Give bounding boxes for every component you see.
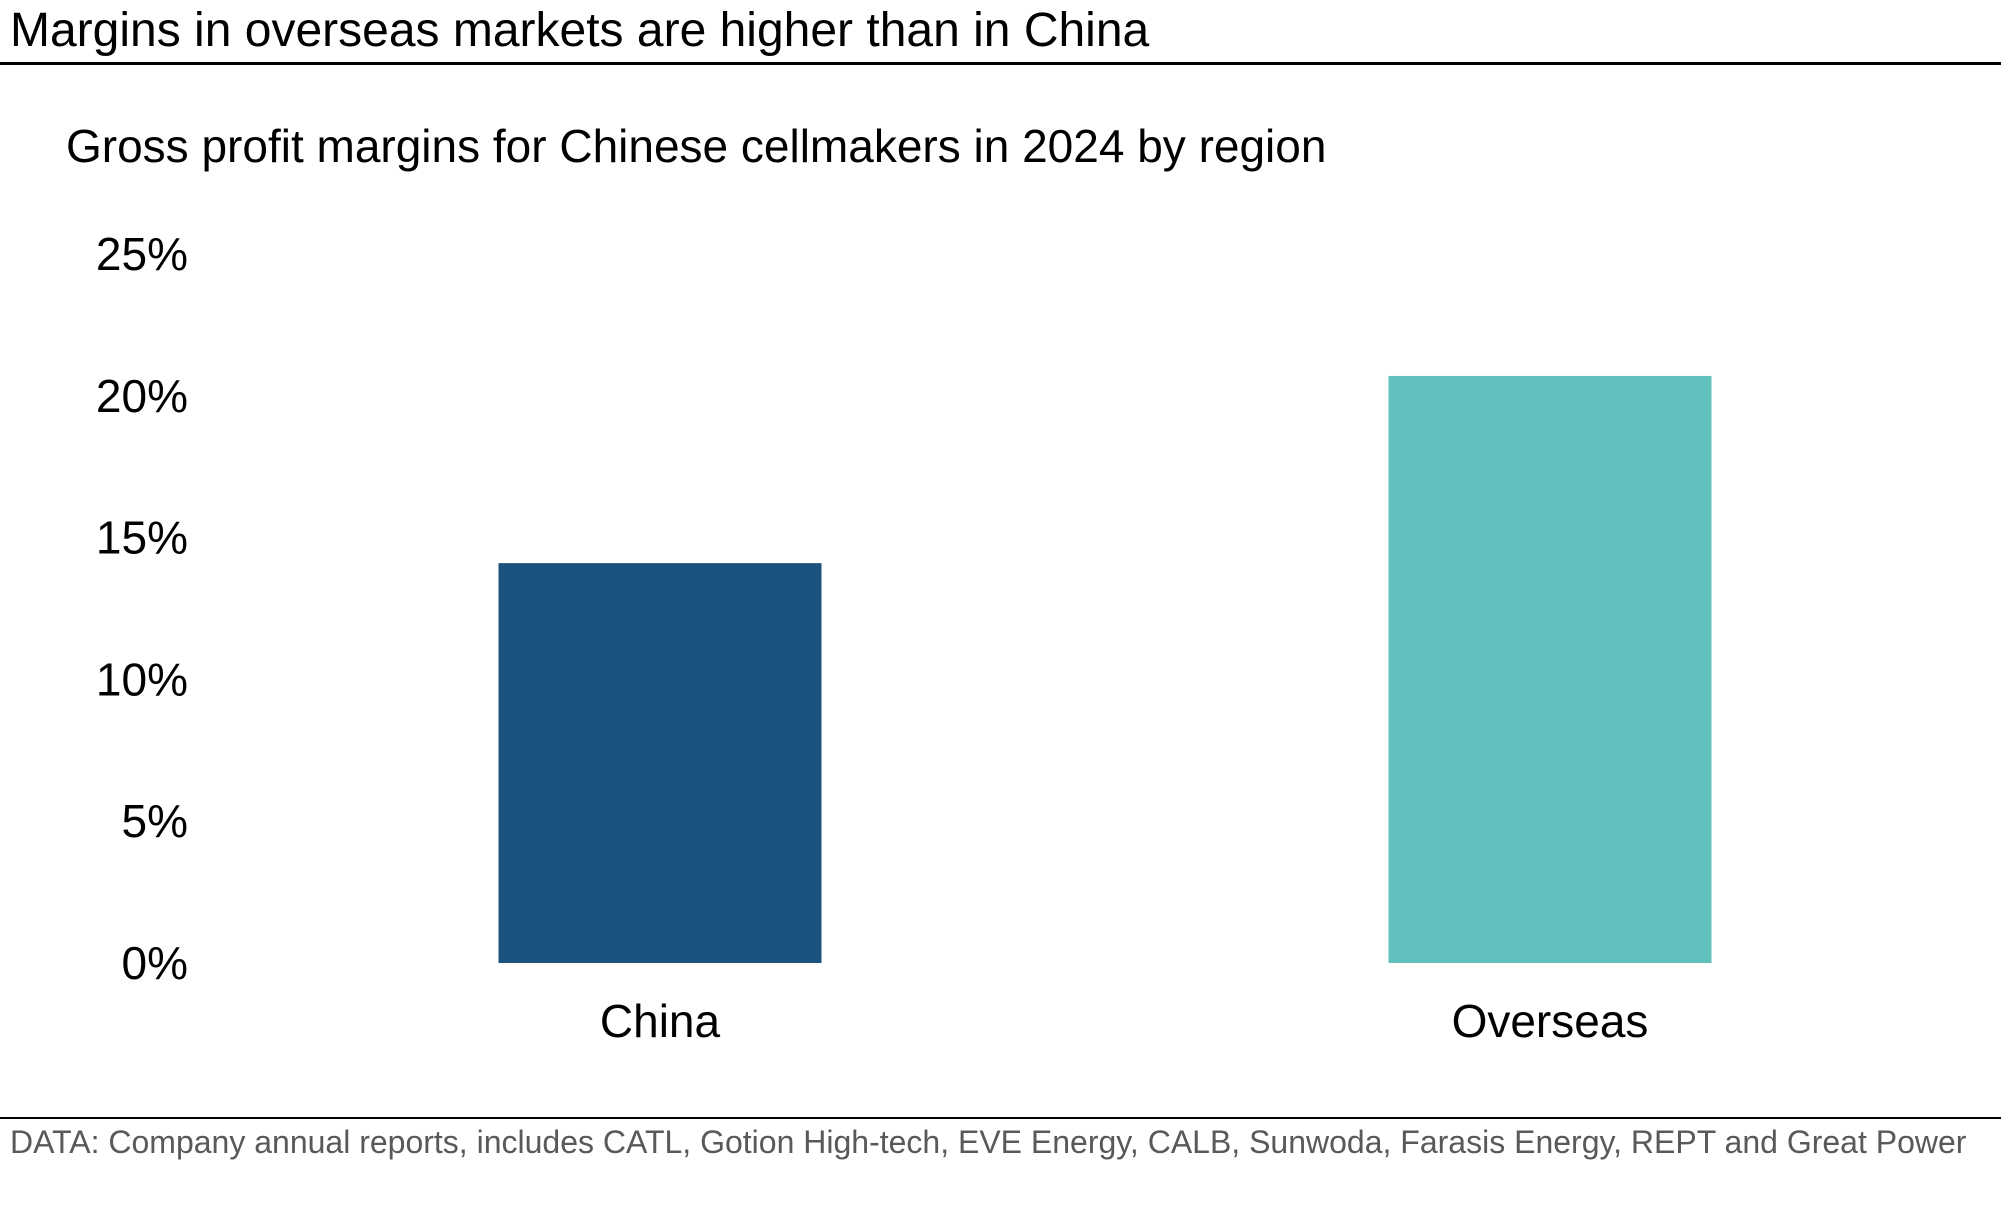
x-tick-label-overseas: Overseas <box>1452 995 1649 1047</box>
chart: Gross profit margins for Chinese cellmak… <box>66 120 1712 1047</box>
bars <box>498 375 1712 963</box>
footnote-rule <box>0 1117 2001 1119</box>
y-axis-tick-labels: 0% 5% 10% 15% 20% 25% <box>96 228 188 989</box>
x-axis-tick-labels: China Overseas <box>600 995 1649 1047</box>
y-tick-label: 20% <box>96 370 188 422</box>
headline-rule <box>0 62 2001 65</box>
y-tick-label: 0% <box>122 937 188 989</box>
y-tick-label: 5% <box>122 795 188 847</box>
y-tick-label: 25% <box>96 228 188 280</box>
headline: Margins in overseas markets are higher t… <box>10 4 1150 57</box>
y-tick-label: 10% <box>96 653 188 705</box>
y-tick-label: 15% <box>96 512 188 564</box>
chart-title: Gross profit margins for Chinese cellmak… <box>66 120 1326 172</box>
x-tick-label-china: China <box>600 995 721 1047</box>
bar-overseas <box>1388 375 1712 963</box>
source-footnote: DATA: Company annual reports, includes C… <box>10 1124 1967 1160</box>
bar-china <box>498 563 822 963</box>
